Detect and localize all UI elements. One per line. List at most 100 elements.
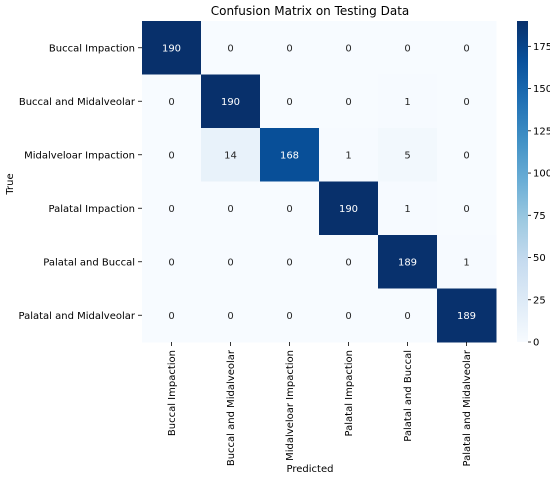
- colorbar-tick-label: 175: [533, 42, 550, 53]
- row-tick-label: Palatal and Midalveolar: [19, 311, 136, 322]
- heatmap-cell: [201, 288, 261, 343]
- heatmap-cell: [201, 74, 261, 129]
- cell-value-label: 0: [227, 257, 233, 268]
- heatmap-cell: [319, 128, 379, 182]
- heatmap-cell: [378, 235, 438, 289]
- cell-value-label: 168: [280, 150, 299, 161]
- heatmap-cell: [319, 21, 379, 75]
- cell-value-label: 0: [463, 43, 469, 54]
- x-axis-label: Predicted: [287, 464, 334, 475]
- cell-value-label: 0: [345, 311, 351, 322]
- colorbar: 0 25 50 75 100 125 150 175: [517, 21, 550, 349]
- chart-title: Confusion Matrix on Testing Data: [211, 4, 410, 18]
- heatmap-cell: [260, 128, 320, 182]
- cell-value-label: 14: [224, 150, 237, 161]
- cell-value-label: 0: [404, 43, 410, 54]
- heatmap-cell: [437, 74, 497, 129]
- heatmap-cell: [437, 128, 497, 182]
- heatmap-cell: [437, 181, 497, 236]
- column-tick-label: Buccal and Midalveolar: [226, 349, 237, 466]
- row-tick-label: Palatal Impaction: [49, 204, 135, 215]
- heatmap-cell: [319, 181, 379, 236]
- heatmap-cell: [319, 288, 379, 343]
- cell-value-label: 1: [463, 257, 469, 268]
- row-tick-label: Palatal and Buccal: [43, 257, 135, 268]
- heatmap-cell: [378, 74, 438, 129]
- cell-value-label: 0: [227, 204, 233, 215]
- heatmap-cell: [201, 235, 261, 289]
- cell-value-label: 0: [286, 257, 292, 268]
- heatmap-cell: [378, 21, 438, 75]
- row-tick-label: Buccal and Midalveolar: [19, 97, 136, 108]
- row-tick-labels: Buccal Impaction Buccal and Midalveolar Mi…: [19, 43, 142, 322]
- heatmap-cell: [319, 74, 379, 129]
- column-tick-label: Palatal Impaction: [344, 350, 355, 436]
- heatmap-cell: [142, 128, 202, 182]
- column-tick-label: Midalveloar Impaction: [285, 350, 296, 461]
- column-tick-label: Buccal Impaction: [167, 350, 178, 436]
- heatmap-cell: [260, 74, 320, 129]
- heatmap-cell: [201, 21, 261, 75]
- heatmap-cell: [437, 288, 497, 343]
- colorbar-gradient: [517, 21, 528, 342]
- cell-value-label: 0: [463, 97, 469, 108]
- heatmap-cell: [260, 235, 320, 289]
- cell-value-label: 190: [162, 43, 181, 54]
- colorbar-tick-label: 125: [533, 126, 550, 137]
- cell-value-label: 0: [463, 204, 469, 215]
- column-tick-labels: Buccal Impaction Buccal and Midalveolar Mi…: [167, 342, 473, 466]
- heatmap-cell: [260, 288, 320, 343]
- cell-value-label: 1: [404, 204, 410, 215]
- heatmap-cell: [201, 128, 261, 182]
- cell-value-label: 189: [457, 311, 476, 322]
- colorbar-tick-label: 50: [533, 253, 546, 264]
- colorbar-tick-label: 25: [533, 295, 546, 306]
- cell-value-label: 0: [168, 97, 174, 108]
- cell-value-label: 5: [404, 150, 410, 161]
- cell-value-label: 0: [286, 311, 292, 322]
- cell-value-label: 0: [168, 150, 174, 161]
- cell-value-label: 0: [168, 257, 174, 268]
- heatmap-cell: [142, 21, 202, 75]
- cell-value-label: 0: [168, 311, 174, 322]
- cell-value-label: 0: [345, 97, 351, 108]
- row-tick-label: Buccal Impaction: [49, 43, 135, 54]
- heatmap-cell: [378, 128, 438, 182]
- colorbar-tick-label: 100: [533, 169, 550, 180]
- cell-value-label: 0: [286, 204, 292, 215]
- cell-value-label: 1: [404, 97, 410, 108]
- cell-value-label: 0: [404, 311, 410, 322]
- cell-value-label: 0: [345, 257, 351, 268]
- heatmap-cell: [437, 21, 497, 75]
- cell-value-label: 190: [339, 204, 358, 215]
- heatmap-cell: [142, 288, 202, 343]
- row-tick-label: Midalveloar Impaction: [24, 150, 135, 161]
- heatmap-cell: [437, 235, 497, 289]
- cell-value-label: 0: [168, 204, 174, 215]
- cell-value-label: 0: [227, 43, 233, 54]
- cell-value-label: 189: [398, 257, 417, 268]
- heatmap-cell: [378, 181, 438, 236]
- colorbar-tick-label: 75: [533, 211, 546, 222]
- cell-value-label: 0: [286, 97, 292, 108]
- heatmap-cell: [142, 181, 202, 236]
- column-tick-label: Palatal and Buccal: [403, 350, 414, 442]
- cell-value-label: 0: [286, 43, 292, 54]
- heatmap-cells: 190 0 0 0 0 0 0 190 0 0 1 0 0 14 168 1 5 0 0 0 0 190 1 0 0 0 0 0 189…: [142, 21, 497, 343]
- heatmap-cell: [142, 74, 202, 129]
- cell-value-label: 190: [221, 97, 240, 108]
- heatmap-cell: [378, 288, 438, 343]
- cell-value-label: 0: [227, 311, 233, 322]
- heatmap-cell: [201, 181, 261, 236]
- heatmap-cell: [260, 181, 320, 236]
- heatmap-cell: [142, 235, 202, 289]
- y-axis-label: True: [5, 173, 16, 195]
- colorbar-tick-label: 150: [533, 84, 550, 95]
- cell-value-label: 1: [345, 150, 351, 161]
- heatmap-cell: [260, 21, 320, 75]
- column-tick-label: Palatal and Midalveolar: [462, 349, 473, 466]
- cell-value-label: 0: [463, 150, 469, 161]
- heatmap-cell: [319, 235, 379, 289]
- colorbar-tick-label: 0: [533, 338, 539, 349]
- cell-value-label: 0: [345, 43, 351, 54]
